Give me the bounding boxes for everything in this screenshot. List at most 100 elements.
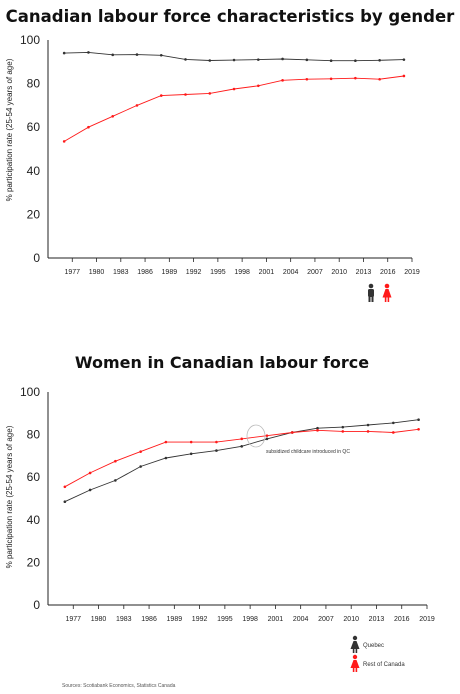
x-tick-label: 1977 xyxy=(65,616,81,623)
y-tick-label: 100 xyxy=(20,33,40,47)
data-point xyxy=(208,92,212,95)
annotation: subsidized childcare introduced in QC xyxy=(246,424,350,455)
legend-label: Quebec xyxy=(363,643,384,649)
data-point xyxy=(62,51,66,55)
data-point xyxy=(232,58,236,62)
data-point xyxy=(189,452,193,456)
x-tick-label: 2010 xyxy=(331,269,347,276)
data-point xyxy=(366,423,370,427)
x-ticks: 1977 1980 1983 1986 1989 1992 1995 1998 2001 2004… xyxy=(64,258,420,276)
data-point xyxy=(402,58,406,61)
x-tick-label: 1983 xyxy=(113,269,129,276)
data-point xyxy=(135,53,139,56)
data-point xyxy=(316,429,319,432)
x-tick-label: 1995 xyxy=(210,269,226,276)
data-point xyxy=(164,456,168,460)
woman-icon xyxy=(382,283,392,302)
x-tick-label: 1983 xyxy=(116,616,132,623)
legend-item-rest-of-canada: Rest of Canada xyxy=(350,654,405,672)
data-point xyxy=(378,58,381,62)
chart-title: Canadian labour force characteristics by… xyxy=(6,7,456,26)
data-point xyxy=(62,140,66,143)
y-tick-label: 40 xyxy=(27,164,41,178)
x-tick-label: 2007 xyxy=(318,616,334,623)
data-point xyxy=(257,84,260,88)
y-tick-label: 100 xyxy=(20,385,40,399)
data-point xyxy=(341,425,345,429)
data-point xyxy=(159,53,163,57)
y-tick-label: 80 xyxy=(27,77,41,91)
x-ticks: 1977 1980 1983 1986 1989 1992 1995 1998 2001 2004… xyxy=(65,605,435,623)
data-point xyxy=(87,51,90,54)
x-tick-label: 2016 xyxy=(394,616,410,623)
data-point xyxy=(139,450,142,453)
data-point xyxy=(366,430,370,433)
data-point xyxy=(392,431,395,434)
data-point xyxy=(329,77,333,81)
x-tick-label: 2004 xyxy=(283,269,299,276)
y-ticks: 0 20 40 60 80 100 xyxy=(20,33,40,265)
data-point xyxy=(87,125,90,129)
y-tick-label: 60 xyxy=(27,120,41,134)
x-tick-label: 1980 xyxy=(89,269,105,276)
woman-icon xyxy=(350,635,360,653)
data-point xyxy=(215,440,218,444)
man-icon xyxy=(368,283,374,302)
data-point xyxy=(88,488,92,492)
chart-gender: Canadian labour force characteristics by… xyxy=(5,7,455,302)
x-tick-label: 1986 xyxy=(141,616,157,623)
data-point xyxy=(240,437,244,441)
annotation-marker xyxy=(246,424,266,448)
y-axis-label: % participation rate (25-54 years of age… xyxy=(5,425,14,568)
data-point xyxy=(354,76,357,80)
data-point xyxy=(316,426,319,430)
x-tick-label: 1989 xyxy=(167,616,183,623)
x-tick-label: 2013 xyxy=(356,269,372,276)
legend-label: Rest of Canada xyxy=(363,662,405,668)
data-point xyxy=(281,79,284,82)
data-point xyxy=(240,445,244,448)
axes xyxy=(47,40,412,259)
data-point xyxy=(114,459,117,463)
data-point xyxy=(392,421,395,425)
data-point xyxy=(417,418,420,421)
data-point xyxy=(139,465,142,468)
x-tick-label: 2013 xyxy=(369,616,385,623)
source-note: Sources: Scotiabank Economics, Statistic… xyxy=(62,683,176,689)
series-line xyxy=(63,75,404,142)
legend-item-quebec: Quebec xyxy=(350,635,384,653)
legend: Quebec Rest of Canada xyxy=(350,635,405,672)
data-point xyxy=(257,58,260,61)
x-tick-label: 1992 xyxy=(192,616,208,623)
y-tick-label: 60 xyxy=(27,470,41,484)
woman-icon xyxy=(350,654,360,672)
axes xyxy=(47,392,427,606)
x-tick-label: 2001 xyxy=(259,269,275,276)
x-tick-label: 1992 xyxy=(186,269,202,276)
y-tick-label: 0 xyxy=(33,251,40,265)
data-point xyxy=(265,434,269,437)
x-tick-label: 1977 xyxy=(64,269,80,276)
x-tick-label: 1995 xyxy=(217,616,233,623)
x-tick-label: 1998 xyxy=(242,616,258,623)
data-point xyxy=(114,479,117,482)
x-tick-label: 2007 xyxy=(307,269,323,276)
data-point xyxy=(135,104,139,107)
data-point xyxy=(63,500,67,503)
data-point xyxy=(305,77,309,81)
data-point xyxy=(341,430,345,433)
data-point xyxy=(378,77,381,81)
data-point xyxy=(417,427,420,431)
data-point xyxy=(215,449,218,452)
x-tick-label: 2016 xyxy=(380,269,396,276)
data-point xyxy=(402,74,406,78)
y-tick-label: 40 xyxy=(27,513,41,527)
y-tick-label: 0 xyxy=(33,598,40,612)
x-tick-label: 2019 xyxy=(419,616,435,623)
series-group xyxy=(63,418,420,503)
x-tick-label: 2004 xyxy=(293,616,309,623)
data-point xyxy=(265,437,269,441)
data-point xyxy=(88,471,92,475)
y-tick-label: 80 xyxy=(27,428,41,442)
data-point xyxy=(159,94,163,97)
